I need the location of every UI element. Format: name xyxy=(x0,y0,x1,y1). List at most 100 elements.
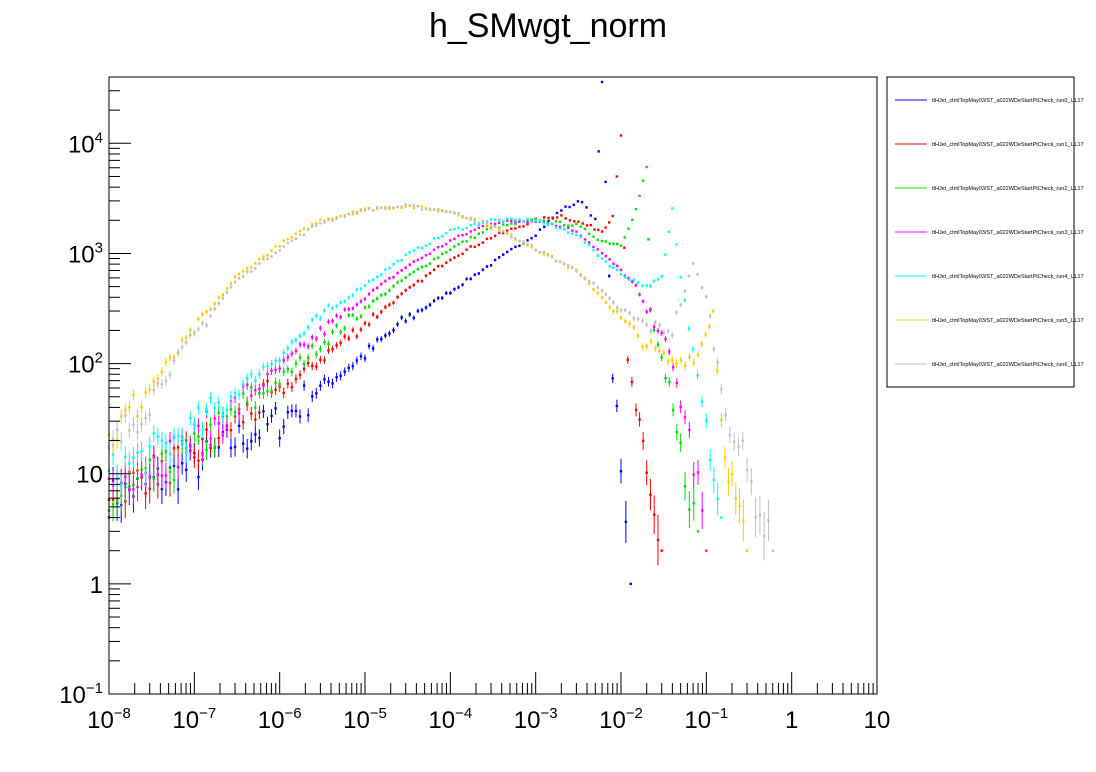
data-point xyxy=(217,302,220,305)
data-point xyxy=(700,509,704,512)
data-point xyxy=(380,282,383,286)
x-tick-label: 10−6 xyxy=(258,705,302,734)
data-point xyxy=(355,210,359,214)
data-point xyxy=(580,200,584,204)
data-point xyxy=(733,440,736,443)
data-point xyxy=(597,150,600,153)
data-point xyxy=(700,342,704,346)
data-point xyxy=(290,340,294,344)
data-point xyxy=(339,301,342,304)
data-point xyxy=(217,422,220,425)
data-point xyxy=(453,256,456,259)
series-2 xyxy=(107,165,700,533)
data-point xyxy=(547,219,550,223)
data-point xyxy=(355,359,359,362)
data-point xyxy=(416,258,420,262)
data-point xyxy=(306,228,310,231)
data-point xyxy=(327,217,330,220)
data-point xyxy=(585,206,588,209)
data-point xyxy=(712,478,716,482)
data-point xyxy=(600,230,604,233)
data-point xyxy=(656,538,660,542)
data-point xyxy=(579,235,582,239)
data-point xyxy=(262,365,265,369)
x-axis-ticks xyxy=(108,672,878,694)
data-point xyxy=(424,264,428,268)
data-point xyxy=(538,251,541,254)
data-point xyxy=(477,223,481,227)
data-point xyxy=(691,262,695,265)
data-point xyxy=(571,229,574,232)
data-point xyxy=(683,298,687,302)
data-point xyxy=(144,472,147,475)
data-point xyxy=(432,248,436,251)
data-point xyxy=(530,244,533,247)
data-point xyxy=(592,235,595,238)
data-point xyxy=(233,411,237,414)
data-point xyxy=(728,433,732,437)
data-point xyxy=(266,254,269,257)
data-point xyxy=(396,323,399,326)
data-point xyxy=(400,316,403,319)
data-point xyxy=(720,388,723,391)
data-point xyxy=(631,280,634,283)
data-point xyxy=(641,319,644,322)
data-point xyxy=(302,227,306,230)
data-point xyxy=(266,389,269,393)
data-point xyxy=(554,259,558,263)
data-point xyxy=(562,228,566,231)
data-point xyxy=(404,276,407,279)
data-point xyxy=(148,445,151,448)
data-point xyxy=(363,209,367,212)
data-point xyxy=(384,268,387,271)
data-point xyxy=(408,251,411,254)
data-point xyxy=(445,210,448,214)
data-point xyxy=(506,229,509,232)
data-point xyxy=(592,249,595,252)
data-point xyxy=(420,265,424,269)
data-point xyxy=(355,212,359,215)
data-point xyxy=(583,238,587,241)
data-point xyxy=(355,303,359,306)
data-point xyxy=(592,245,595,249)
data-point xyxy=(176,350,180,353)
data-point xyxy=(600,239,604,243)
data-point xyxy=(185,341,188,344)
data-point xyxy=(315,221,318,225)
data-point xyxy=(311,318,314,322)
data-point xyxy=(667,230,671,233)
data-point xyxy=(679,276,682,279)
data-point xyxy=(675,311,678,314)
data-point xyxy=(306,361,310,365)
data-point xyxy=(675,381,679,385)
data-point xyxy=(290,239,294,242)
data-point xyxy=(457,214,460,217)
data-point xyxy=(298,356,302,359)
data-point xyxy=(412,204,416,207)
data-point xyxy=(485,265,489,268)
data-point xyxy=(266,379,269,383)
data-point xyxy=(526,242,529,246)
data-point xyxy=(201,428,204,431)
data-point xyxy=(176,465,180,469)
data-point xyxy=(144,391,147,394)
data-point xyxy=(278,249,281,252)
data-point xyxy=(696,374,699,377)
data-point xyxy=(359,315,363,318)
data-point xyxy=(331,217,334,220)
data-point xyxy=(645,323,648,326)
data-point xyxy=(579,225,582,228)
data-point xyxy=(140,405,143,409)
data-point xyxy=(653,325,656,329)
data-point xyxy=(327,380,330,383)
x-tick-label: 10−1 xyxy=(684,705,728,734)
data-point xyxy=(514,222,517,226)
data-point xyxy=(615,404,619,408)
data-point xyxy=(616,268,619,272)
data-point xyxy=(445,242,448,246)
data-point xyxy=(331,219,334,222)
data-point xyxy=(266,364,269,368)
data-point xyxy=(608,265,611,268)
series-5 xyxy=(107,204,749,552)
data-point xyxy=(311,395,314,398)
